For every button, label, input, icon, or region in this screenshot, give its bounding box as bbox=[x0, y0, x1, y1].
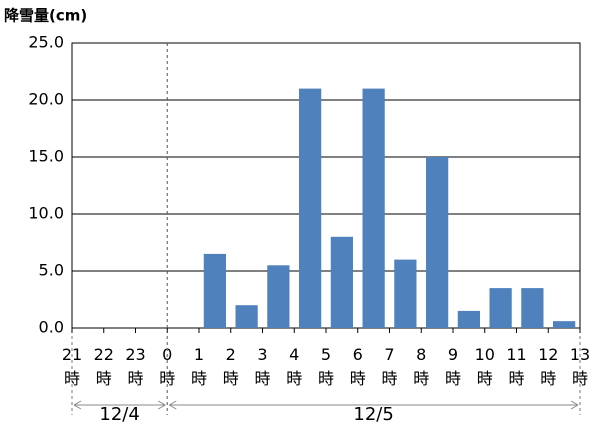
bar bbox=[394, 259, 417, 328]
date-label: 12/5 bbox=[353, 404, 393, 425]
bar bbox=[457, 310, 480, 328]
arrow-head bbox=[73, 400, 166, 410]
x-tick-label: 10 時 bbox=[475, 345, 495, 388]
bar bbox=[426, 157, 449, 328]
bar bbox=[362, 88, 385, 328]
bar bbox=[235, 305, 258, 328]
bar bbox=[489, 288, 512, 328]
y-axis-label: 降雪量(cm) bbox=[4, 7, 87, 25]
bar bbox=[553, 321, 576, 328]
bar bbox=[330, 236, 353, 328]
x-tick-label: 22 時 bbox=[94, 345, 114, 388]
x-tick-label: 12 時 bbox=[538, 345, 558, 388]
bar bbox=[267, 265, 290, 328]
plot-border bbox=[71, 42, 581, 329]
y-tick-label: 25.0 bbox=[28, 33, 64, 52]
y-tick-label: 10.0 bbox=[28, 204, 64, 223]
x-tick-label: 23 時 bbox=[125, 345, 145, 388]
bar bbox=[299, 88, 322, 328]
bar bbox=[203, 253, 226, 328]
y-tick-label: 0.0 bbox=[39, 318, 64, 337]
date-label: 12/4 bbox=[99, 404, 139, 425]
x-tick-label: 11 時 bbox=[506, 345, 526, 388]
y-tick-label: 15.0 bbox=[28, 147, 64, 166]
y-tick-label: 5.0 bbox=[39, 261, 64, 280]
y-tick-label: 20.0 bbox=[28, 90, 64, 109]
arrow-head bbox=[169, 400, 579, 410]
bar bbox=[521, 288, 544, 328]
